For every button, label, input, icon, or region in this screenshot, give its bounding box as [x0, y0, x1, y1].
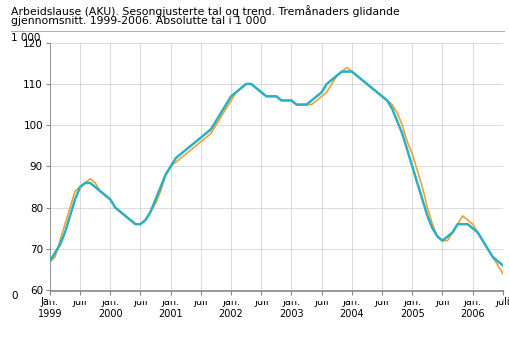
Text: 1 000: 1 000 [11, 33, 41, 43]
Text: 0: 0 [11, 291, 18, 301]
Text: Arbeidslause (AKU). Sesongjusterte tal og trend. Tremånaders glidande: Arbeidslause (AKU). Sesongjusterte tal o… [11, 5, 400, 17]
Text: gjennomsnitt. 1999-2006. Absolutte tal i 1 000: gjennomsnitt. 1999-2006. Absolutte tal i… [11, 16, 267, 26]
